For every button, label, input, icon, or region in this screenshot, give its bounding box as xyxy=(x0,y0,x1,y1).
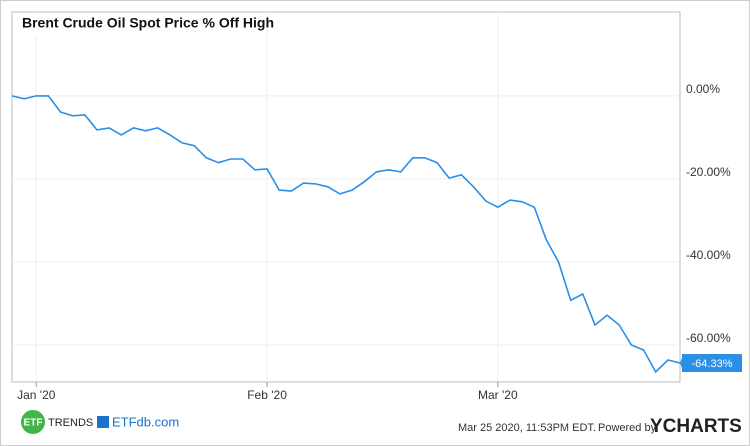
value-label: -64.33% xyxy=(692,358,733,370)
x-tick-label: Jan '20 xyxy=(17,388,56,402)
logo2: ETFdb.com xyxy=(112,414,179,429)
powered-by: Powered by xyxy=(598,422,657,434)
logo-text: TRENDS xyxy=(48,417,93,429)
x-tick-label: Feb '20 xyxy=(247,388,287,402)
y-tick-label: -60.00% xyxy=(686,331,731,345)
brand: YCHARTS xyxy=(650,416,742,437)
chart-title: Brent Crude Oil Spot Price % Off High xyxy=(22,15,274,31)
y-tick-label: 0.00% xyxy=(686,82,720,96)
value-label-pointer xyxy=(680,358,682,369)
line xyxy=(11,95,681,374)
y-tick-label: -20.00% xyxy=(686,165,731,179)
logo-circle xyxy=(21,410,45,434)
logo-mark: ETF xyxy=(24,418,43,429)
x-tick-label: Mar '20 xyxy=(478,388,518,402)
y-tick-label: -40.00% xyxy=(686,248,731,262)
plot-area xyxy=(11,11,681,383)
timestamp: Mar 25 2020, 11:53PM EDT. xyxy=(458,422,596,434)
value-label-box xyxy=(682,354,742,373)
title-box xyxy=(14,13,266,35)
grid xyxy=(12,12,680,382)
logo2-icon xyxy=(97,416,109,428)
